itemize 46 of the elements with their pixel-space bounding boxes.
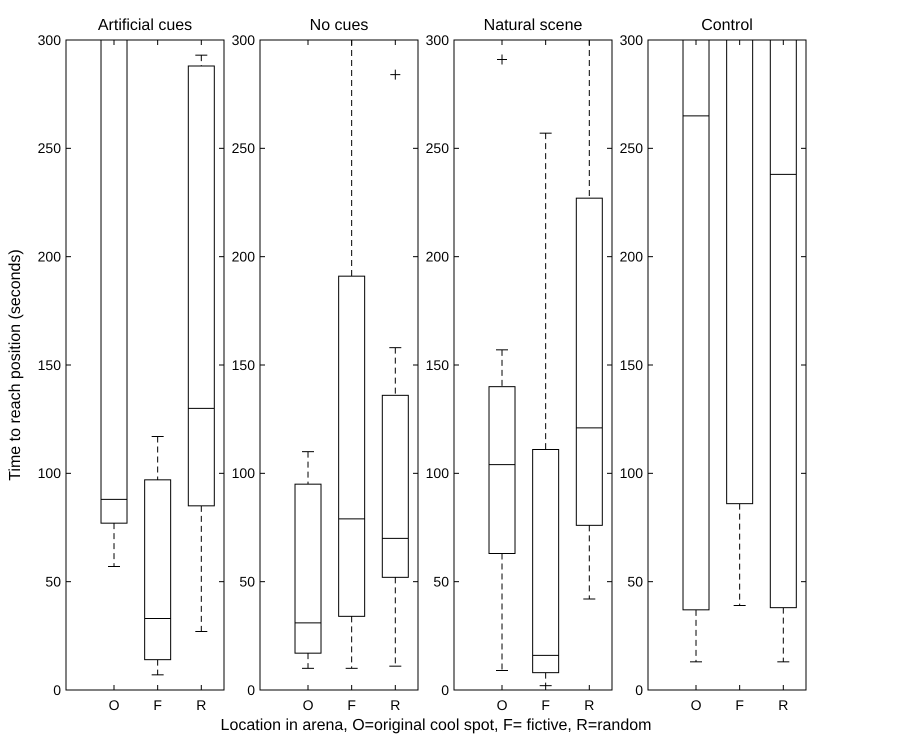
y-tick-label: 50 [627,574,644,590]
y-tick-label: 0 [53,682,62,698]
x-tick-label: R [196,697,206,713]
y-tick-label: 100 [232,465,256,482]
x-tick-label: F [735,697,744,713]
chart-title: Control [701,17,753,34]
y-tick-label: 50 [433,574,450,590]
x-tick-label: O [302,697,314,713]
x-tick-label: R [584,697,594,713]
x-tick-label: F [347,697,356,713]
y-tick-label: 250 [620,140,644,156]
y-tick-label: 0 [635,682,644,698]
y-tick-label: 200 [620,248,644,265]
y-tick-label: 50 [45,574,62,590]
y-tick-label: 250 [38,140,62,156]
y-tick-label: 150 [232,356,256,373]
x-tick-label: R [778,697,788,713]
y-tick-label: 150 [620,356,644,373]
x-tick-label: O [496,697,508,713]
y-tick-label: 100 [620,465,644,482]
y-tick-label: 300 [620,32,644,48]
y-tick-label: 100 [38,465,62,482]
y-axis-title: Time to reach position (seconds) [7,249,24,481]
y-tick-label: 250 [232,140,256,156]
chart-title: Natural scene [484,17,582,34]
x-tick-label: F [153,697,162,713]
y-tick-label: 300 [38,32,62,48]
y-tick-label: 150 [38,356,62,373]
chart-title: Artificial cues [98,17,192,34]
x-axis-title: Location in arena, O=original cool spot, F= fictive, R=random [220,717,652,734]
y-tick-label: 300 [426,32,450,48]
x-tick-label: R [390,697,400,713]
x-tick-label: F [541,697,550,713]
chart-title: No cues [310,17,368,34]
x-tick-label: O [690,697,702,713]
y-tick-label: 100 [426,465,450,482]
y-tick-label: 200 [232,248,256,265]
y-tick-label: 0 [247,682,256,698]
y-tick-label: 200 [38,248,62,265]
y-tick-label: 250 [426,140,450,156]
y-tick-label: 0 [441,682,450,698]
x-tick-label: O [108,697,120,713]
y-tick-label: 200 [426,248,450,265]
y-tick-label: 50 [239,574,256,590]
y-tick-label: 300 [232,32,256,48]
y-tick-label: 150 [426,356,450,373]
